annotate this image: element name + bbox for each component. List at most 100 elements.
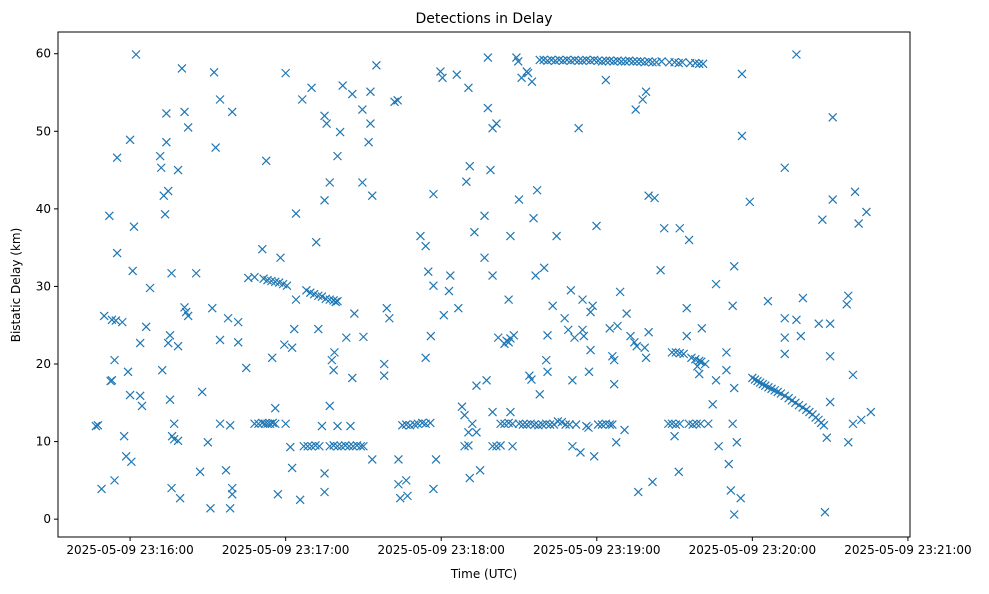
x-axis-label: Time (UTC): [450, 567, 517, 581]
data-point: [128, 266, 138, 276]
data-point: [615, 287, 625, 297]
data-point: [439, 310, 449, 320]
data-point: [299, 441, 309, 451]
data-point: [825, 319, 835, 329]
data-point: [285, 442, 295, 452]
data-point: [663, 419, 673, 429]
data-point: [506, 231, 515, 241]
data-point: [780, 313, 790, 323]
data-point: [565, 420, 574, 429]
data-point: [320, 195, 329, 205]
data-point: [344, 441, 354, 451]
data-point: [359, 332, 368, 342]
data-point: [780, 333, 790, 343]
data-point: [436, 67, 445, 76]
data-point: [513, 57, 523, 66]
data-point: [347, 373, 357, 383]
data-point: [848, 419, 858, 429]
data-point: [492, 119, 501, 128]
data-point: [682, 303, 692, 313]
data-point: [659, 223, 669, 233]
data-point: [207, 303, 217, 313]
data-point: [535, 389, 545, 399]
data-point: [722, 365, 731, 375]
data-point: [379, 371, 389, 381]
data-point: [570, 333, 579, 343]
data-point: [175, 493, 185, 503]
data-point: [605, 323, 615, 333]
data-point: [167, 268, 176, 278]
data-point: [282, 281, 292, 291]
data-point: [728, 419, 738, 429]
data-point: [287, 463, 297, 473]
data-point: [828, 112, 838, 122]
data-point: [633, 487, 643, 497]
data-point: [648, 477, 657, 487]
data-point: [571, 420, 581, 429]
data-point: [480, 253, 489, 263]
data-point: [464, 83, 473, 93]
data-point: [488, 271, 497, 281]
data-point: [753, 376, 762, 386]
data-point: [675, 223, 685, 233]
data-point: [281, 68, 291, 78]
data-point: [584, 423, 593, 433]
data-point: [866, 407, 876, 417]
data-point: [609, 379, 619, 389]
data-point: [616, 57, 626, 66]
data-point: [223, 313, 233, 323]
data-point: [270, 403, 280, 413]
data-point: [301, 285, 311, 295]
data-point: [129, 222, 139, 232]
data-point: [110, 475, 119, 485]
data-point: [180, 107, 189, 117]
data-point: [364, 137, 374, 147]
data-point: [532, 185, 542, 195]
data-point: [523, 68, 533, 78]
data-point: [325, 401, 335, 411]
data-point: [514, 195, 524, 204]
data-point: [574, 56, 584, 66]
data-point: [97, 484, 106, 494]
data-point: [675, 419, 685, 429]
data-point: [509, 330, 519, 340]
data-point: [431, 455, 441, 464]
data-point: [698, 59, 708, 69]
data-point: [295, 495, 305, 505]
data-point: [703, 419, 713, 429]
data-point: [552, 231, 562, 241]
data-point: [579, 331, 589, 341]
y-axis-ticks: 0 10 20 30 40 50 60: [36, 47, 58, 526]
data-point: [483, 53, 493, 63]
data-point: [267, 353, 277, 363]
x-tick-label: 2025-05-09 23:18:00: [377, 543, 504, 557]
data-point: [99, 311, 109, 321]
data-point: [780, 163, 790, 173]
data-point: [480, 211, 489, 221]
data-point: [737, 69, 747, 79]
data-point: [626, 331, 635, 341]
data-point: [745, 197, 755, 207]
data-point: [563, 325, 573, 335]
y-tick-label: 0: [43, 512, 51, 526]
y-tick-label: 60: [36, 47, 51, 61]
data-point: [729, 383, 739, 393]
data-point: [357, 105, 367, 114]
data-point: [221, 465, 231, 475]
data-point: [629, 337, 639, 347]
data-point: [125, 390, 135, 400]
data-point: [183, 122, 193, 132]
data-point: [160, 209, 170, 219]
data-point: [776, 389, 786, 398]
data-points-layer: [91, 50, 876, 519]
data-point: [640, 343, 650, 353]
data-point: [641, 353, 651, 363]
y-axis-label: Bistatic Delay (km): [9, 228, 23, 343]
data-point: [125, 135, 135, 145]
data-point: [279, 340, 289, 350]
data-point: [548, 301, 558, 311]
data-point: [173, 165, 183, 175]
data-point: [488, 407, 497, 417]
data-point: [638, 95, 648, 104]
data-point: [496, 441, 506, 450]
